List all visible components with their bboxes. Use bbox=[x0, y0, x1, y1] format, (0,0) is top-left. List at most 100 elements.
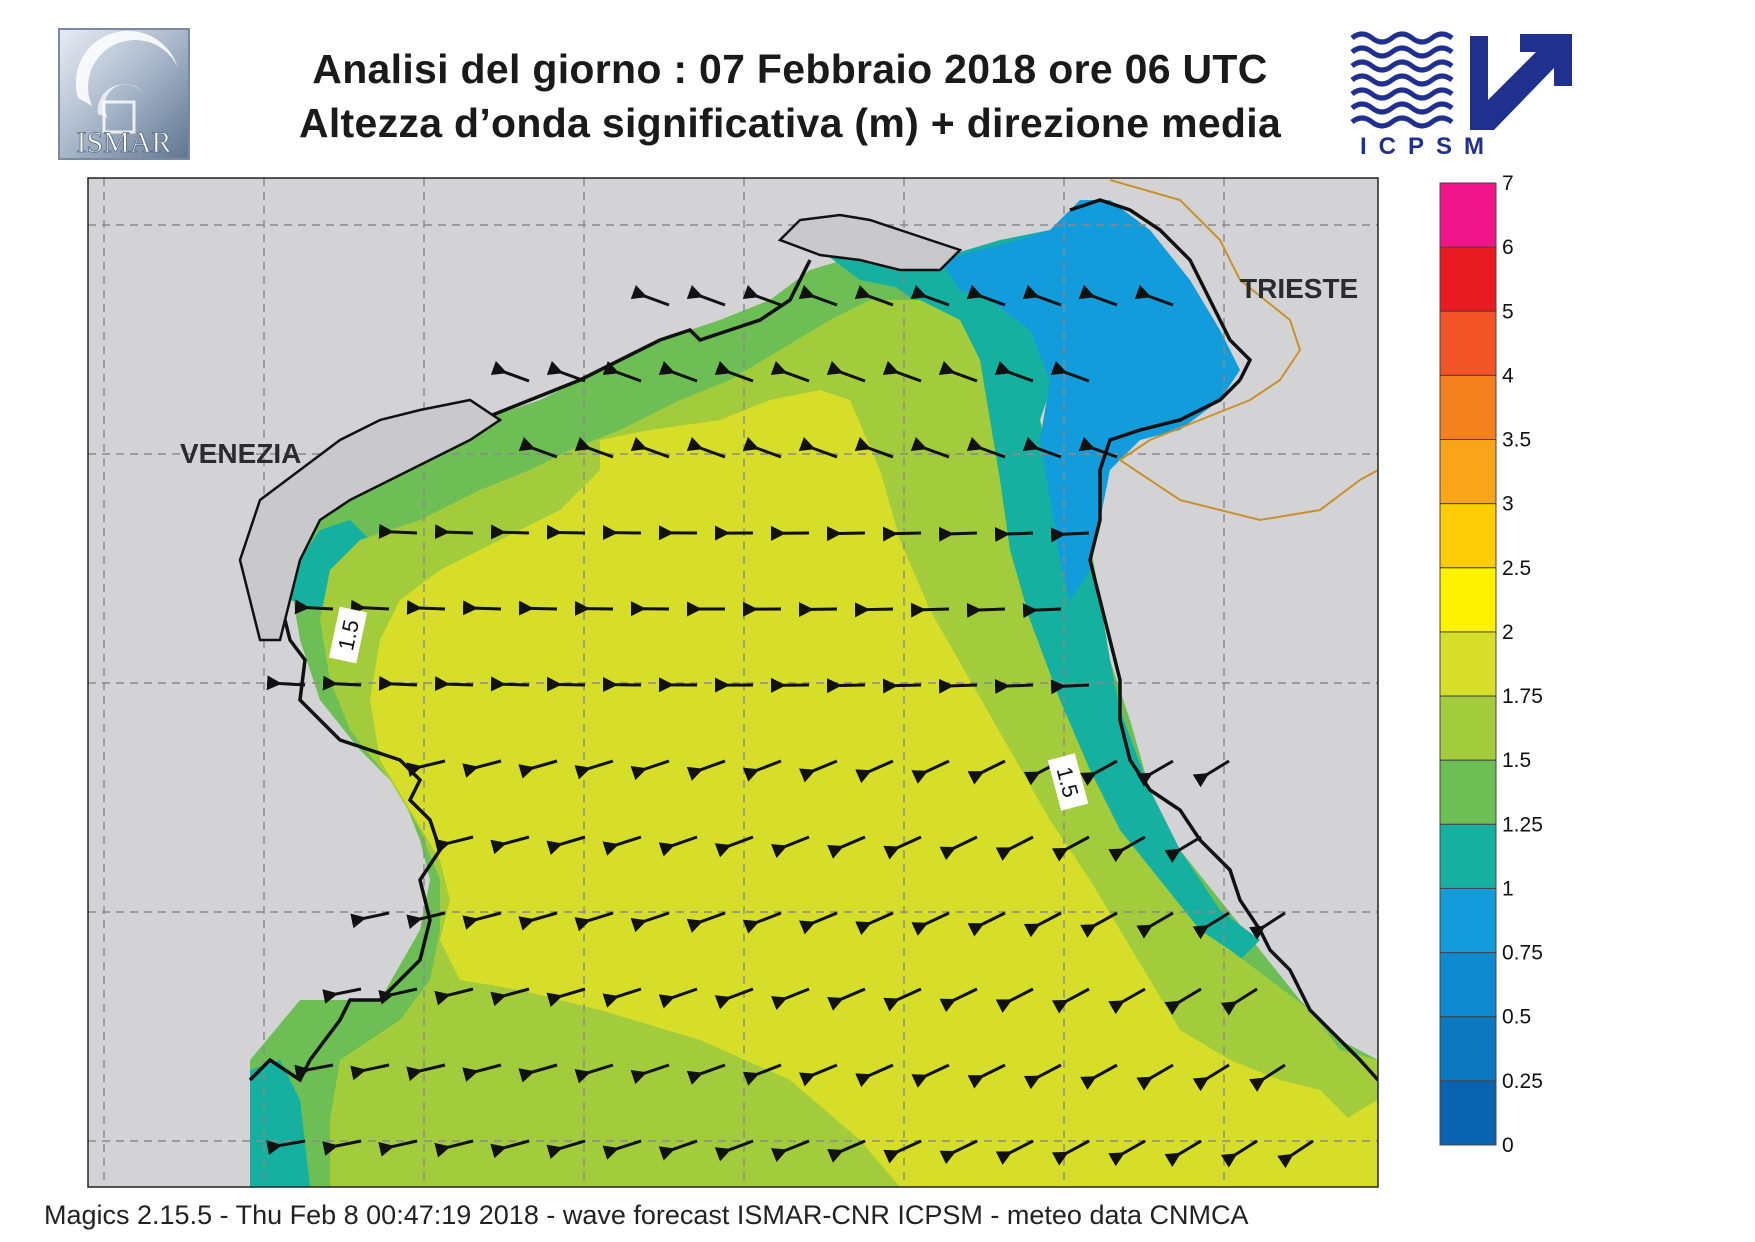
wave-arrow bbox=[602, 835, 642, 856]
wave-arrow bbox=[434, 1139, 474, 1158]
wave-arrow bbox=[462, 600, 502, 616]
wave-arrow bbox=[1050, 360, 1090, 383]
colorbar-tick-label: 4 bbox=[1502, 364, 1514, 387]
wave-arrow bbox=[406, 600, 446, 616]
wave-arrow bbox=[686, 284, 726, 307]
wave-arrow bbox=[994, 527, 1034, 543]
wave-arrow bbox=[406, 759, 446, 778]
wave-arrow bbox=[1136, 759, 1174, 787]
colorbar-tick-label: 1 bbox=[1502, 877, 1514, 900]
wave-arrow bbox=[658, 987, 698, 1009]
wave-arrow bbox=[1051, 835, 1090, 862]
wave-arrow bbox=[546, 524, 586, 540]
wave-arrow bbox=[939, 1139, 978, 1165]
ismar-logo-icon: ISMAR bbox=[58, 28, 190, 160]
colorbar-tick-label: 2 bbox=[1502, 621, 1514, 644]
wave-arrow bbox=[490, 524, 530, 540]
wave-arrow bbox=[686, 911, 726, 933]
colorbar-tick-label: 0.5 bbox=[1502, 1006, 1531, 1029]
colorbar-swatch bbox=[1439, 1080, 1497, 1146]
coastline bbox=[248, 259, 812, 1083]
wave-arrow bbox=[967, 759, 1006, 785]
wave-arrow bbox=[434, 835, 474, 854]
wave-arrow bbox=[546, 835, 586, 856]
wave-arrow bbox=[1108, 987, 1146, 1015]
wave-arrow bbox=[855, 759, 894, 784]
wave-arrow bbox=[742, 911, 782, 934]
contour-label-west: 1.5 bbox=[328, 606, 368, 664]
wave-arrow bbox=[770, 1139, 810, 1163]
country-border bbox=[1109, 179, 1378, 522]
wave-arrow bbox=[854, 602, 894, 618]
sea-band-1.0-west bbox=[250, 1060, 310, 1187]
wave-arrow bbox=[1192, 759, 1230, 788]
wave-arrow bbox=[938, 360, 978, 383]
colorbar-tick-label: 5 bbox=[1502, 300, 1514, 323]
wave-arrow bbox=[658, 1139, 698, 1161]
wave-arrow bbox=[490, 676, 530, 692]
wave-arrow bbox=[462, 911, 502, 930]
wave-arrow bbox=[490, 987, 530, 1007]
wave-arrow bbox=[378, 987, 418, 1005]
wave-arrow bbox=[406, 911, 446, 930]
wave-arrow bbox=[574, 436, 614, 459]
wave-arrow bbox=[1108, 1139, 1146, 1167]
contour-label-west-text: 1.5 bbox=[333, 618, 364, 653]
place-label-venezia: VENEZIA bbox=[180, 438, 301, 469]
wave-arrow bbox=[546, 1139, 586, 1160]
wave-arrow bbox=[1108, 835, 1146, 863]
wave-arrow bbox=[966, 436, 1006, 459]
sea-band-0.75 bbox=[940, 200, 1240, 600]
wave-arrow bbox=[490, 1139, 530, 1159]
wave-arrow bbox=[883, 1139, 922, 1164]
wave-arrow bbox=[1051, 987, 1090, 1014]
wave-arrow bbox=[938, 526, 978, 542]
wave-arrow bbox=[630, 911, 670, 933]
wave-arrow bbox=[911, 1063, 950, 1088]
wave-arrow bbox=[658, 360, 698, 383]
wave-arrow bbox=[1080, 911, 1118, 938]
wave-arrow bbox=[434, 524, 474, 540]
colorbar-tick-label: 1.25 bbox=[1502, 813, 1543, 836]
colorbar-legend: 7 6 5 4 3.5 3 2.5 2 1.75 1.5 1.25 1 0.75 0.5 0.25 0 bbox=[1439, 172, 1543, 1157]
wave-arrow bbox=[434, 987, 474, 1006]
wave-arrow bbox=[770, 360, 810, 383]
wave-arrow bbox=[1080, 759, 1118, 786]
wave-arrow bbox=[799, 759, 838, 783]
wave-arrow bbox=[938, 678, 978, 694]
wave-arrow bbox=[1134, 284, 1174, 307]
wave-arrow bbox=[966, 284, 1006, 307]
wave-arrow bbox=[798, 436, 838, 459]
wave-arrow bbox=[967, 911, 1006, 937]
wave-arrow bbox=[658, 835, 698, 857]
wave-arrow bbox=[1078, 284, 1118, 307]
wave-arrow bbox=[1022, 603, 1062, 619]
wave-arrow bbox=[910, 436, 950, 459]
wave-arrow bbox=[518, 1063, 558, 1083]
wave-arrow bbox=[462, 759, 502, 778]
wave-arrow bbox=[714, 987, 754, 1010]
wave-arrow bbox=[967, 1063, 1006, 1089]
colorbar-swatch bbox=[1439, 631, 1497, 697]
sea-band-1.0 bbox=[840, 230, 1260, 960]
wave-arrow bbox=[855, 911, 894, 936]
wave-arrow bbox=[294, 599, 334, 615]
colorbar-swatch bbox=[1439, 952, 1497, 1018]
wave-arrow bbox=[1164, 987, 1202, 1015]
wave-arrow bbox=[1220, 987, 1258, 1016]
wave-arrow bbox=[322, 675, 362, 691]
wave-arrow bbox=[714, 835, 754, 858]
wave-arrow bbox=[546, 360, 586, 383]
wave-arrow bbox=[714, 360, 754, 383]
colorbar-tick-label: 7 bbox=[1502, 172, 1514, 195]
wave-arrow bbox=[882, 678, 922, 694]
wave-arrow bbox=[994, 679, 1034, 695]
wave-arrow bbox=[546, 676, 586, 692]
wave-arrow bbox=[378, 675, 418, 691]
colorbar-swatch bbox=[1439, 182, 1497, 248]
grado-lagoon bbox=[777, 213, 963, 272]
wave-arrow bbox=[266, 1139, 306, 1156]
wave-arrow bbox=[799, 911, 838, 935]
colorbar-tick-label: 0.75 bbox=[1502, 942, 1543, 965]
colorbar-swatch bbox=[1439, 567, 1497, 633]
